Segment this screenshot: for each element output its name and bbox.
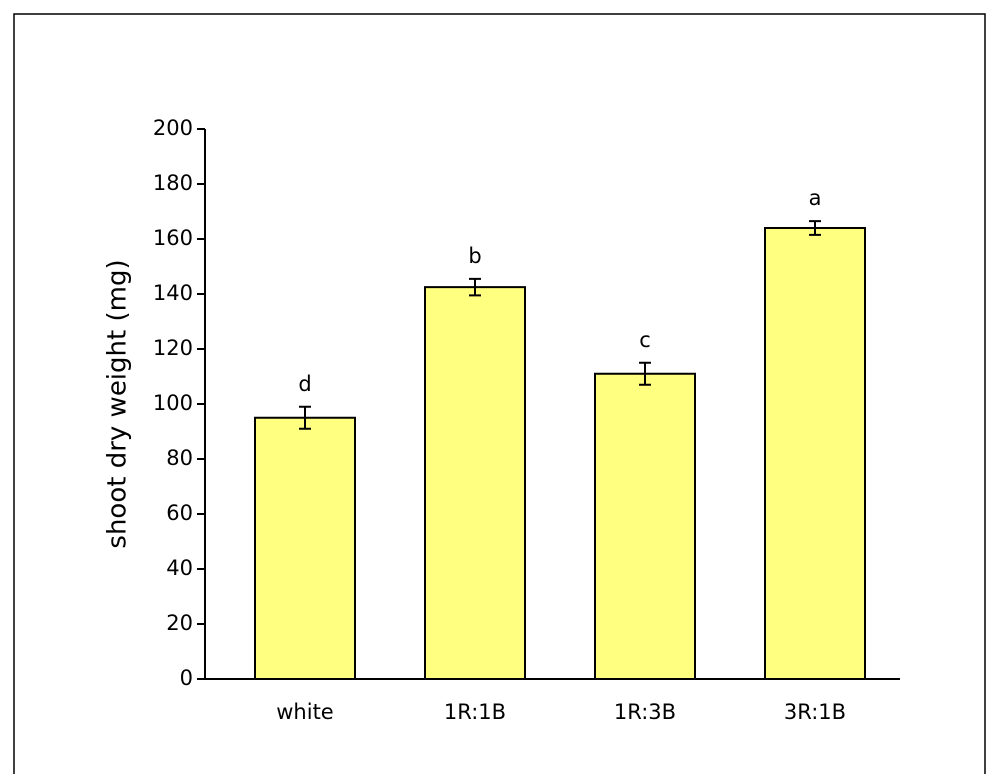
y-tick-label: 180 (153, 171, 193, 195)
bar-annotation: b (468, 244, 481, 268)
y-tick-label: 140 (153, 281, 193, 305)
x-tick-label: 1R:3B (614, 700, 676, 724)
x-tick-label: 3R:1B (784, 700, 846, 724)
y-tick-label: 80 (166, 446, 193, 470)
y-tick-label: 20 (166, 611, 193, 635)
bar (255, 418, 355, 679)
x-tick-label: white (276, 700, 333, 724)
y-tick-label: 40 (166, 556, 193, 580)
y-tick-label: 60 (166, 501, 193, 525)
bar (765, 228, 865, 679)
y-axis-label: shoot dry weight (mg) (103, 259, 133, 548)
chart: shoot dry weight (mg) d white b 1R:1B c 1R:3B… (0, 0, 996, 774)
y-tick-label: 100 (153, 391, 193, 415)
bar-annotation: d (298, 372, 311, 396)
bar (425, 287, 525, 679)
x-tick-label: 1R:1B (444, 700, 506, 724)
page: shoot dry weight (mg) d white b 1R:1B c 1R:3B… (0, 0, 996, 774)
bar-annotation: a (809, 186, 822, 210)
bar (595, 374, 695, 679)
bar-annotation: c (639, 328, 651, 352)
y-tick-label: 160 (153, 226, 193, 250)
y-tick-label: 120 (153, 336, 193, 360)
y-tick-label: 0 (180, 666, 193, 690)
y-tick-label: 200 (153, 116, 193, 140)
